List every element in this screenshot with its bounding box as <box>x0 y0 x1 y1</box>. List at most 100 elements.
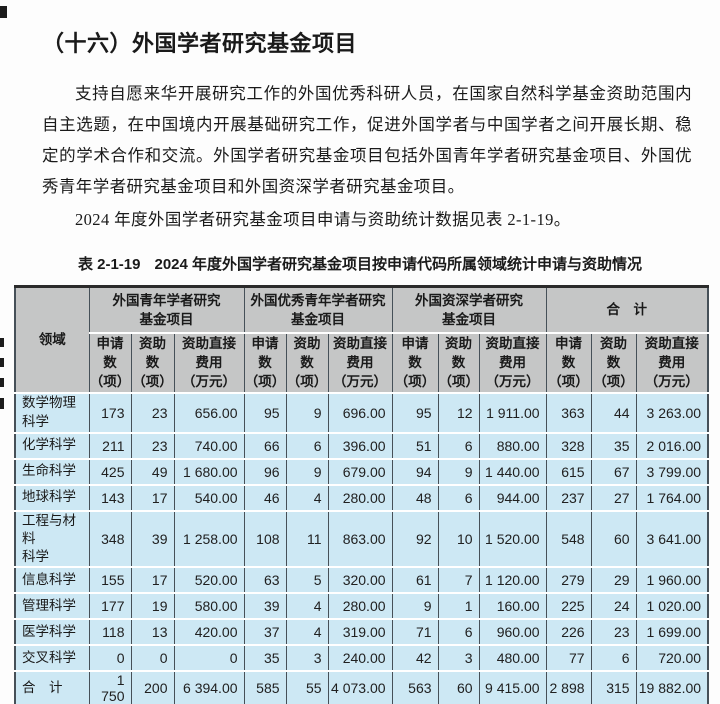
cell-r9-c5: 4 073.00 <box>327 670 393 704</box>
cell-r5-c9: 279 <box>545 566 592 595</box>
cell-r1-c5: 396.00 <box>327 431 393 460</box>
col-header-applications-g3: 申请 数 （项） <box>391 331 439 394</box>
table-row: 数学物理 科学 173 23 656.00 95 9 696.00 95 12 1 911.00 3… <box>14 391 709 434</box>
cell-r0-c6: 95 <box>391 391 439 434</box>
row-label: 地球科学 <box>14 483 90 512</box>
cell-r5-c5: 320.00 <box>327 566 393 595</box>
cell-r8-c9: 77 <box>545 644 592 673</box>
row-label: 化学科学 <box>14 431 90 460</box>
cell-r4-c8: 1 520.00 <box>478 509 547 569</box>
cell-r7-c6: 71 <box>391 618 439 647</box>
cell-r0-c2: 656.00 <box>173 391 245 434</box>
cell-r8-c6: 42 <box>391 644 439 673</box>
cell-r0-c10: 44 <box>590 391 637 434</box>
scan-artifact <box>0 338 4 347</box>
cell-r1-c4: 6 <box>285 431 329 460</box>
col-header-funded-g3: 资助 数 （项） <box>437 331 480 394</box>
table-row: 医学科学 118 13 420.00 37 4 319.00 71 6 960.00 226 23 1 … <box>14 618 709 647</box>
cell-r5-c11: 1 960.00 <box>635 566 709 595</box>
cell-r6-c7: 1 <box>437 592 480 621</box>
cell-r7-c2: 420.00 <box>173 618 245 647</box>
cell-r6-c10: 24 <box>590 592 637 621</box>
cell-r6-c6: 9 <box>391 592 439 621</box>
cell-r1-c8: 880.00 <box>478 431 547 460</box>
intro-paragraph: 支持自愿来华开展研究工作的外国优秀科研人员，在国家自然科学基金资助范围内自主选题… <box>42 84 692 196</box>
table-number: 表 2-1-19 <box>77 256 141 273</box>
cell-r4-c11: 3 641.00 <box>635 509 709 569</box>
cell-r9-c9: 2 898 <box>545 670 592 704</box>
table-title: 表 2-1-19 2024 年度外国学者研究基金项目按申请代码所属领域统计申请与资… <box>0 253 720 274</box>
col-header-funded-g2: 资助 数 （项） <box>285 331 329 394</box>
col-header-applications-g4: 申请 数 （项） <box>545 331 592 394</box>
cell-r4-c1: 39 <box>130 509 175 569</box>
cell-r2-c2: 1 680.00 <box>173 457 245 486</box>
cell-r9-c4: 55 <box>285 670 329 704</box>
cell-r0-c9: 363 <box>545 391 592 434</box>
scan-artifact <box>0 358 4 367</box>
cell-r0-c7: 12 <box>437 391 480 434</box>
table-row: 交叉科学 0 0 0 35 3 240.00 42 3 480.00 77 6 720.00 <box>14 644 709 673</box>
cell-r1-c2: 740.00 <box>173 431 245 460</box>
cell-r8-c0: 0 <box>88 644 132 673</box>
cell-r3-c3: 46 <box>243 483 287 512</box>
cell-r3-c11: 1 764.00 <box>635 483 709 512</box>
col-header-domain: 领域 <box>14 285 90 394</box>
cell-r2-c6: 94 <box>391 457 439 486</box>
scan-artifact <box>0 6 7 18</box>
cell-r8-c8: 480.00 <box>478 644 547 673</box>
col-header-applications-g1: 申请 数 （项） <box>88 331 132 394</box>
cell-r2-c5: 679.00 <box>327 457 393 486</box>
cell-r9-c3: 585 <box>243 670 287 704</box>
cell-r2-c3: 96 <box>243 457 287 486</box>
row-label: 数学物理 科学 <box>14 391 90 434</box>
cell-r5-c10: 29 <box>590 566 637 595</box>
cell-r2-c1: 49 <box>130 457 175 486</box>
cell-r3-c0: 143 <box>88 483 132 512</box>
cell-r5-c1: 17 <box>130 566 175 595</box>
cell-r8-c5: 240.00 <box>327 644 393 673</box>
cell-r0-c11: 3 263.00 <box>635 391 709 434</box>
cell-r6-c5: 280.00 <box>327 592 393 621</box>
cell-r7-c4: 4 <box>285 618 329 647</box>
cell-r6-c1: 19 <box>130 592 175 621</box>
row-label: 管理科学 <box>14 592 90 621</box>
cell-r8-c3: 35 <box>243 644 287 673</box>
col-header-direct-funding-g1: 资助直接 费用 （万元） <box>173 331 245 394</box>
cell-r6-c0: 177 <box>88 592 132 621</box>
cell-r8-c2: 0 <box>173 644 245 673</box>
cell-r3-c2: 540.00 <box>173 483 245 512</box>
cell-r2-c9: 615 <box>545 457 592 486</box>
row-label: 合 计 <box>14 670 90 704</box>
cell-r3-c9: 237 <box>545 483 592 512</box>
col-header-funded-g1: 资助 数 （项） <box>130 331 175 394</box>
cell-r6-c4: 4 <box>285 592 329 621</box>
cell-r3-c7: 6 <box>437 483 480 512</box>
cell-r3-c1: 17 <box>130 483 175 512</box>
cell-r8-c11: 720.00 <box>635 644 709 673</box>
cell-r7-c8: 960.00 <box>478 618 547 647</box>
cell-r2-c8: 1 440.00 <box>478 457 547 486</box>
cell-r7-c0: 118 <box>88 618 132 647</box>
cell-r0-c4: 9 <box>285 391 329 434</box>
cell-r3-c4: 4 <box>285 483 329 512</box>
col-header-direct-funding-g3: 资助直接 费用 （万元） <box>478 331 547 394</box>
cell-r7-c1: 13 <box>130 618 175 647</box>
cell-r5-c8: 1 120.00 <box>478 566 547 595</box>
table-row: 生命科学 425 49 1 680.00 96 9 679.00 94 9 1 440.00 615… <box>14 457 709 486</box>
cell-r0-c0: 173 <box>88 391 132 434</box>
cell-r9-c0: 1 750 <box>88 670 132 704</box>
cell-r1-c0: 211 <box>88 431 132 460</box>
table-row: 工程与材料 科学 348 39 1 258.00 108 11 863.00 92 10 1 52… <box>14 509 709 569</box>
cell-r5-c3: 63 <box>243 566 287 595</box>
cell-r3-c8: 944.00 <box>478 483 547 512</box>
cell-r7-c3: 37 <box>243 618 287 647</box>
cell-r4-c9: 548 <box>545 509 592 569</box>
cell-r8-c10: 6 <box>590 644 637 673</box>
cell-r3-c5: 280.00 <box>327 483 393 512</box>
cell-r1-c9: 328 <box>545 431 592 460</box>
cell-r0-c1: 23 <box>130 391 175 434</box>
cell-r2-c10: 67 <box>590 457 637 486</box>
cell-r5-c0: 155 <box>88 566 132 595</box>
cell-r6-c8: 160.00 <box>478 592 547 621</box>
